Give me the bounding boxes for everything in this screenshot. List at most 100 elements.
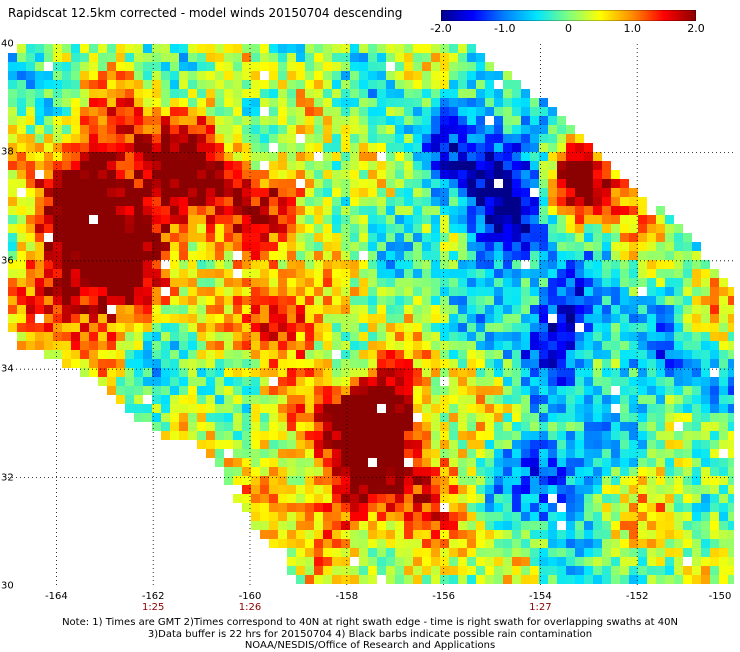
wind-cell [449,566,458,575]
wind-cell [71,296,80,305]
wind-cell [242,269,251,278]
wind-cell [260,323,269,332]
wind-cell [548,260,557,269]
wind-cell [359,341,368,350]
wind-cell [710,395,719,404]
wind-cell [251,368,260,377]
wind-cell [89,278,98,287]
wind-cell [503,260,512,269]
wind-cell [476,188,485,197]
wind-cell [62,332,71,341]
wind-cell [44,107,53,116]
wind-cell [233,206,242,215]
wind-cell [197,395,206,404]
wind-cell [188,332,197,341]
wind-cell [557,323,566,332]
wind-cell [107,53,116,62]
wind-cell [62,98,71,107]
wind-cell [503,530,512,539]
wind-cell [530,143,539,152]
wind-cell [17,341,26,350]
wind-cell [566,278,575,287]
wind-cell [296,251,305,260]
wind-cell [134,206,143,215]
wind-cell [368,134,377,143]
wind-cell [458,188,467,197]
wind-cell [539,539,548,548]
wind-cell [368,278,377,287]
wind-cell [503,332,512,341]
wind-cell [89,89,98,98]
wind-cell [53,332,62,341]
wind-cell [521,152,530,161]
wind-cell [233,179,242,188]
wind-cell [638,341,647,350]
wind-cell [260,485,269,494]
wind-cell [701,512,710,521]
wind-cell [512,431,521,440]
wind-cell [359,314,368,323]
wind-cell [170,269,179,278]
wind-cell [44,341,53,350]
wind-cell [71,305,80,314]
wind-cell [539,188,548,197]
wind-cell [224,170,233,179]
wind-cell [575,233,584,242]
wind-cell [503,251,512,260]
wind-cell [197,368,206,377]
wind-cell [539,215,548,224]
wind-cell [593,251,602,260]
wind-cell [584,503,593,512]
wind-cell [719,377,728,386]
wind-cell [143,305,152,314]
wind-cell [251,116,260,125]
wind-cell [125,233,134,242]
wind-cell [350,323,359,332]
wind-cell [161,98,170,107]
wind-cell [305,395,314,404]
wind-cell [377,521,386,530]
wind-cell [440,422,449,431]
wind-cell [197,341,206,350]
wind-cell [440,494,449,503]
wind-cell [413,476,422,485]
wind-cell [386,413,395,422]
wind-cell [521,422,530,431]
wind-cell [359,152,368,161]
wind-cell [269,278,278,287]
wind-cell [602,242,611,251]
wind-cell [80,80,89,89]
wind-cell [602,278,611,287]
wind-cell [107,116,116,125]
wind-cell [287,287,296,296]
wind-cell [350,53,359,62]
wind-cell [467,332,476,341]
wind-cell [386,287,395,296]
wind-cell [224,107,233,116]
wind-cell [449,62,458,71]
wind-cell [548,440,557,449]
wind-cell [719,467,728,476]
wind-cell [521,548,530,557]
wind-cell [413,71,422,80]
wind-cell [692,323,701,332]
wind-cell [161,251,170,260]
wind-cell [656,503,665,512]
wind-cell [350,494,359,503]
wind-cell [161,395,170,404]
wind-cell [566,170,575,179]
wind-cell [548,152,557,161]
wind-cell [467,206,476,215]
wind-cell [143,233,152,242]
wind-cell [530,341,539,350]
wind-cell [134,305,143,314]
wind-cell [8,233,17,242]
wind-cell [251,503,260,512]
wind-cell [314,89,323,98]
wind-cell [224,98,233,107]
wind-cell [8,80,17,89]
wind-cell [134,215,143,224]
wind-cell [404,125,413,134]
wind-cell [8,98,17,107]
wind-cell [422,404,431,413]
